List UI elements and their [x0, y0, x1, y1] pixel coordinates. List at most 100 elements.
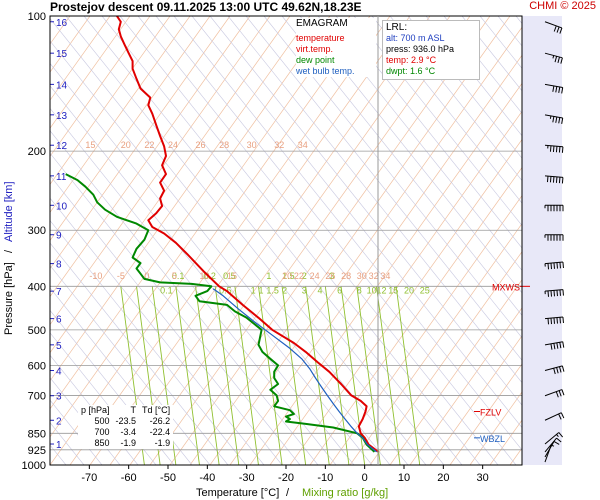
mixing-ratio-label: 8	[357, 286, 362, 296]
wind-barb-flag	[561, 87, 564, 94]
mixing-ratio-label: 10	[367, 286, 377, 296]
mixing-ratio-label: 2	[302, 271, 307, 281]
grid-diagonal-line	[191, 16, 522, 429]
dry-adiabat-label: 32	[274, 140, 284, 150]
wind-barb-half-flag	[556, 434, 559, 437]
legend: EMAGRAM temperature virt.temp. dew point…	[296, 18, 376, 77]
altitude-tick-label: 11	[56, 172, 67, 183]
dry-adiabat-label: 0	[144, 271, 149, 281]
wind-barb	[544, 289, 564, 297]
mixing-ratio-line	[395, 286, 421, 465]
dry-adiabat-line	[50, 16, 211, 242]
mixing-ratio-label: 25	[420, 286, 430, 296]
wind-barb-flag	[553, 25, 557, 32]
mixing-ratio-label: 3	[329, 271, 334, 281]
dry-adiabat-line	[50, 16, 171, 185]
x-tick-label: 0	[362, 472, 368, 484]
wind-barb-flag	[550, 318, 552, 325]
lrl-dewpoint: dwpt: 1.6 °C	[386, 66, 436, 76]
wind-barb-flag	[558, 432, 564, 438]
wind-barb-flag	[558, 117, 561, 124]
wind-barb	[544, 175, 564, 184]
wind-barb-flag	[560, 57, 563, 64]
wind-barb-flag	[553, 262, 555, 269]
dry-adiabat-line	[50, 16, 351, 438]
wind-barb-flag	[553, 317, 555, 324]
dry-adiabat-label: -5	[117, 271, 125, 281]
grid-diagonal-line	[137, 16, 499, 465]
x-tick-label: 30	[477, 472, 489, 484]
lrl-info-box: LRL: alt: 700 m ASL press: 936.0 hPa tem…	[382, 20, 480, 80]
dry-adiabat-label: 28	[341, 271, 351, 281]
grid-diagonal-line	[65, 16, 427, 465]
mixing-ratio-label: 15	[388, 286, 398, 296]
dry-adiabat-label: 15	[227, 271, 237, 281]
grid-diagonal-line	[50, 40, 391, 465]
dry-adiabat-line	[449, 363, 522, 465]
marker-label-wbzl: WBZL	[480, 434, 505, 444]
wind-barb-flag	[558, 146, 561, 153]
wind-barb-flag	[558, 86, 561, 93]
altitude-tick-label: 13	[56, 111, 68, 122]
x-axis-label-separator: /	[286, 487, 290, 499]
wind-barb-flag	[556, 367, 559, 374]
chart-credit: CHMI © 2025	[529, 0, 596, 12]
wind-barb-flag	[560, 412, 565, 419]
dry-adiabat-label: 34	[380, 271, 390, 281]
mixing-ratio-label: 1.5	[266, 286, 279, 296]
wind-barb-flag	[562, 341, 565, 348]
y-axis-label-separator: /	[3, 249, 15, 253]
levels-cell-td: -22.4	[149, 427, 171, 437]
mixing-ratio-label: 2	[282, 286, 287, 296]
wind-barb-flag	[550, 263, 552, 270]
dry-adiabat-line	[50, 16, 251, 298]
mixing-ratio-line	[175, 286, 200, 465]
y-tick-label: 1000	[22, 460, 46, 472]
mixing-ratio-line	[214, 286, 240, 465]
altitude-tick-label: 15	[56, 49, 68, 60]
dry-adiabat-line	[329, 194, 522, 465]
grid-diagonal-line	[50, 309, 175, 465]
wind-barb-flag	[555, 146, 558, 153]
mixing-ratio-label: 4	[317, 286, 322, 296]
wind-barb-flag	[553, 343, 556, 350]
wind-barb-flag	[552, 176, 555, 183]
levels-header-p: p [hPa]	[81, 405, 110, 415]
dry-adiabat-line	[50, 16, 231, 270]
wind-barb	[544, 144, 564, 153]
legend-title: EMAGRAM	[296, 18, 348, 29]
wind-barb-half-flag	[552, 55, 555, 59]
wind-barb-flag	[552, 85, 555, 92]
wind-barb	[544, 412, 565, 421]
dry-adiabat-line	[50, 16, 331, 410]
wind-barb-flag	[550, 343, 553, 350]
mixing-ratio-label: 6	[337, 286, 342, 296]
wind-barb-half-flag	[550, 444, 555, 447]
dry-adiabat-label: 30	[247, 140, 257, 150]
y-tick-label: 925	[28, 445, 46, 457]
wind-barb-flag	[562, 289, 564, 296]
levels-cell-t: -23.5	[115, 416, 137, 426]
altitude-tick-label: 7	[56, 287, 62, 298]
wind-barb	[544, 316, 564, 325]
levels-table-header: p [hPa] T Td [°C]	[78, 405, 173, 416]
wind-barb-flag	[554, 56, 558, 63]
wind-barb-flag	[561, 365, 565, 372]
wind-barb-flag	[556, 317, 558, 324]
wind-barb-flag	[547, 318, 550, 325]
wind-barb-flag	[561, 177, 564, 184]
wind-barb-flag	[555, 86, 558, 93]
altitude-tick-label: 6	[56, 315, 62, 326]
dry-adiabat-line	[50, 16, 191, 214]
wind-barb-flag	[546, 176, 549, 183]
dry-adiabat-label: 22	[294, 271, 304, 281]
legend-item-wet-bulb: wet bulb temp.	[296, 66, 355, 76]
grid-diagonal-line	[50, 152, 301, 465]
grid-diagonal-line	[173, 16, 522, 451]
dry-adiabat-label: 26	[196, 140, 206, 150]
grid-diagonal-line	[281, 16, 522, 316]
altitude-tick-label: 8	[56, 260, 62, 271]
mixing-ratio-line	[234, 286, 259, 465]
x-tick-label: -20	[278, 472, 294, 484]
